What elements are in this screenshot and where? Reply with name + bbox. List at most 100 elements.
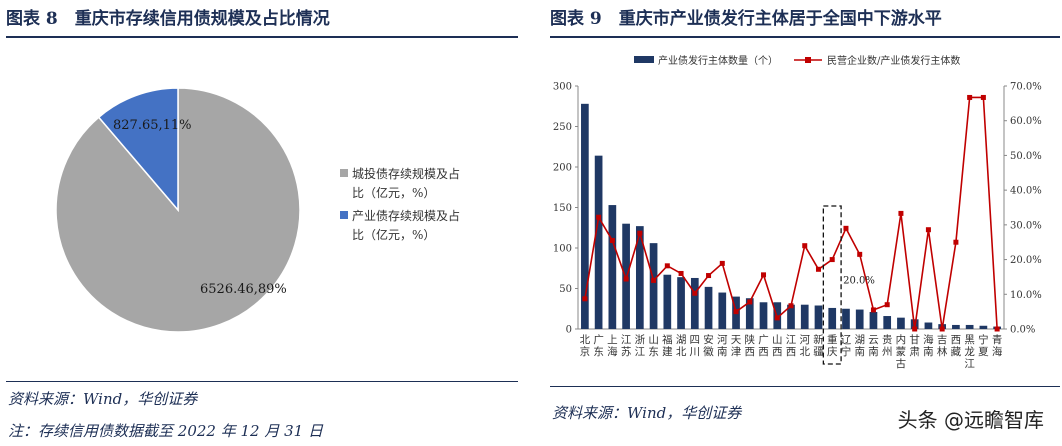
x-tick-label-内蒙古: 内蒙古 <box>896 333 907 370</box>
right-title-rule <box>550 36 1060 38</box>
left-tick-label: 300 <box>553 82 572 93</box>
line-marker-安徽 <box>706 273 712 279</box>
bar-上海 <box>608 205 617 329</box>
x-tick-label-山西: 山西 <box>772 334 783 358</box>
x-tick-label-重庆: 重庆 <box>827 333 838 358</box>
line-marker-海南 <box>925 227 931 233</box>
left-tick-label: 0 <box>566 325 572 336</box>
pie-legend-label: 城投债存续规模及占 <box>352 166 460 181</box>
line-marker-广西 <box>761 272 767 278</box>
left-tick-label: 150 <box>553 203 572 214</box>
x-tick-label-黑龙江: 黑龙江 <box>964 334 975 370</box>
bar-江西 <box>787 304 795 329</box>
bar-新疆 <box>814 305 823 329</box>
line-marker-贵州 <box>884 302 890 308</box>
bar-陕西 <box>745 298 754 329</box>
left-source-rule <box>6 381 518 382</box>
line-marker-福建 <box>664 263 670 269</box>
bar-福建 <box>663 274 672 329</box>
bar-湖北 <box>677 277 685 329</box>
pie-data-label-chanye: 827.65,11% <box>113 118 192 133</box>
x-tick-label-山东: 山东 <box>648 334 659 358</box>
line-marker-西藏 <box>953 239 959 245</box>
line-marker-湖北 <box>678 270 684 276</box>
bar-安徽 <box>704 286 713 329</box>
bar-北京 <box>581 103 589 329</box>
x-tick-label-北京: 北京 <box>580 334 591 358</box>
x-tick-label-浙江: 浙江 <box>635 334 646 358</box>
bar-重庆 <box>828 307 837 329</box>
x-tick-label-江苏: 江苏 <box>621 334 632 358</box>
bar-湖南 <box>855 309 864 329</box>
right-tick-label: 50.0% <box>1010 151 1042 162</box>
bar-广西 <box>759 302 768 329</box>
right-tick-label: 30.0% <box>1010 220 1042 231</box>
x-tick-label-云南: 云南 <box>868 334 879 358</box>
x-tick-label-新疆: 新疆 <box>813 333 824 358</box>
line-marker-黑龙江 <box>967 94 973 100</box>
left-title-rule <box>6 36 518 38</box>
x-tick-label-广西: 广西 <box>758 334 769 358</box>
line-marker-北京 <box>582 296 588 302</box>
left-note-text: 注：存续信用债数据截至 2022 年 12 月 31 日 <box>8 422 323 440</box>
right-tick-label: 70.0% <box>1010 82 1042 93</box>
line-series-private-ratio <box>584 96 998 330</box>
x-tick-label-广东: 广东 <box>593 334 604 358</box>
line-marker-新疆 <box>815 266 821 272</box>
x-tick-label-辽宁: 辽宁 <box>841 334 852 358</box>
bar-广东 <box>594 155 603 329</box>
line-marker-甘肃 <box>912 326 918 332</box>
chongqing-ratio-label: 20.0% <box>843 276 875 287</box>
x-tick-label-宁夏: 宁夏 <box>978 333 989 358</box>
line-marker-河南 <box>719 260 725 266</box>
line-marker-云南 <box>870 307 876 313</box>
x-tick-label-河北: 河北 <box>799 334 810 358</box>
x-tick-label-湖北: 湖北 <box>676 334 687 358</box>
legend-bar-swatch <box>634 56 654 63</box>
bar-黑龙江 <box>965 324 974 329</box>
right-tick-label: 20.0% <box>1010 255 1042 266</box>
x-tick-label-福建: 福建 <box>662 333 673 358</box>
x-tick-label-四川: 四川 <box>690 334 701 358</box>
x-tick-label-河南: 河南 <box>717 334 728 358</box>
line-marker-上海 <box>609 237 615 243</box>
right-tick-label: 60.0% <box>1010 116 1042 127</box>
line-marker-湖南 <box>857 251 863 257</box>
bar-海南 <box>924 322 933 329</box>
line-marker-重庆 <box>829 257 835 263</box>
right-tick-label: 0.0% <box>1010 325 1035 336</box>
line-marker-浙江 <box>637 230 643 236</box>
pie-legend-swatch <box>340 211 348 219</box>
line-marker-吉林 <box>939 326 945 332</box>
x-tick-label-西藏: 西藏 <box>951 334 962 358</box>
pie-slice-chanye <box>97 87 179 213</box>
line-marker-江苏 <box>623 276 629 282</box>
x-tick-label-陕西: 陕西 <box>745 333 756 358</box>
bar-山东 <box>649 243 658 329</box>
right-tick-label: 40.0% <box>1010 186 1042 197</box>
line-marker-陕西 <box>747 299 753 305</box>
x-tick-label-青海: 青海 <box>992 333 1003 358</box>
legend-line-label: 民营企业数/产业债发行主体数 <box>827 54 960 67</box>
x-tick-label-贵州: 贵州 <box>882 333 893 358</box>
left-tick-label: 250 <box>553 122 572 133</box>
watermark: 头条 @远瞻智库 <box>897 408 1044 432</box>
pie-legend-label: 产业债存续规模及占 <box>352 208 460 223</box>
pie-legend-label-cont: 比（亿元，%） <box>352 185 435 200</box>
bar-辽宁 <box>842 308 850 329</box>
left-tick-label: 100 <box>553 244 572 255</box>
x-tick-label-安徽: 安徽 <box>703 333 714 358</box>
x-tick-label-湖南: 湖南 <box>854 334 865 358</box>
bar-宁夏 <box>979 325 988 329</box>
line-marker-广东 <box>596 214 602 220</box>
left-tick-label: 50 <box>559 284 572 295</box>
line-marker-青海 <box>994 326 1000 332</box>
line-marker-辽宁 <box>843 225 849 231</box>
combo-chart: 产业债发行主体数量（个） 民营企业数/产业债发行主体数 0 50 100 150 200 25… <box>553 54 1042 370</box>
bar-云南 <box>869 311 878 329</box>
left-tick-label: 200 <box>553 163 572 174</box>
chongqing-highlight-box <box>822 205 842 365</box>
line-marker-河北 <box>802 243 808 249</box>
line-marker-天津 <box>733 309 739 315</box>
